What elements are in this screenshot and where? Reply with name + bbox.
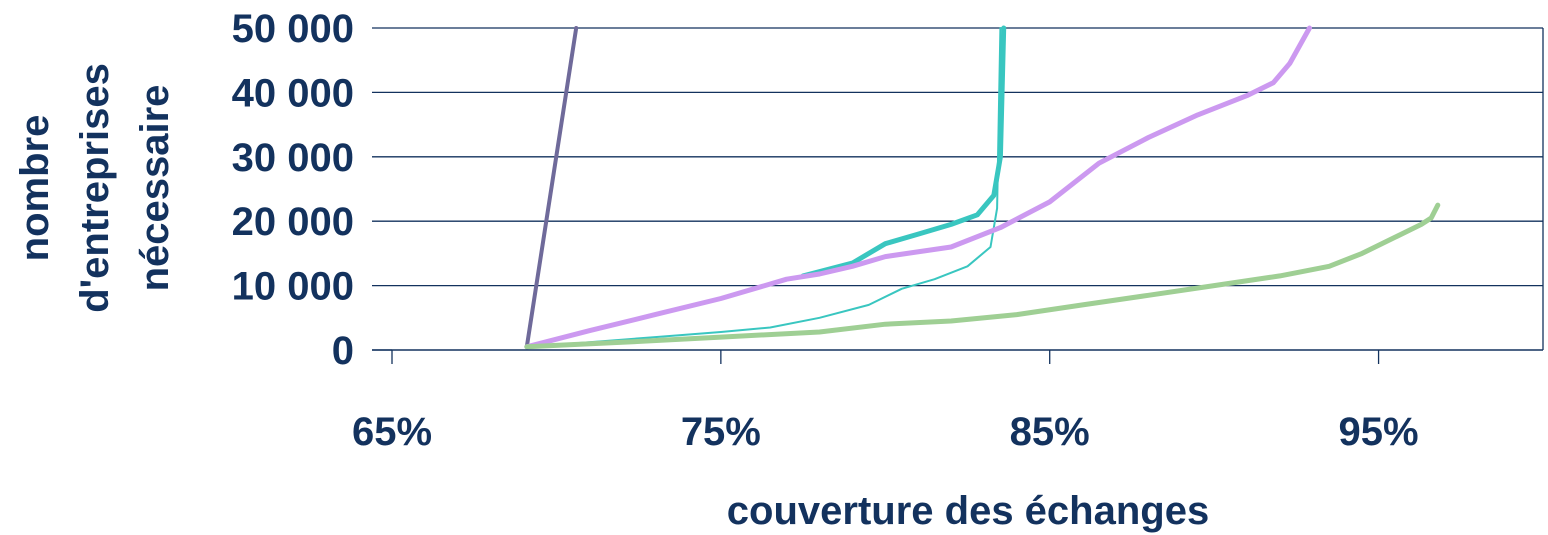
x-tick-label: 75% (681, 410, 761, 454)
x-axis-title: couverture des échanges (727, 489, 1209, 533)
x-tick-label: 85% (1010, 410, 1090, 454)
series-lines (524, 25, 1441, 350)
y-tick-label: 40 000 (232, 71, 354, 115)
series-line-1 (524, 26, 579, 349)
x-tick-labels: 65% 75% 85% 95% (352, 410, 1419, 454)
x-tick-label: 95% (1339, 410, 1419, 454)
x-tick-label: 65% (352, 410, 432, 454)
y-tick-label: 0 (332, 329, 354, 373)
y-tick-label: 20 000 (232, 200, 354, 244)
series-line-4 (524, 25, 1312, 350)
y-axis-title: nombre d'entreprises nécessaire (13, 63, 177, 313)
y-tick-labels: 0 10 000 20 000 30 000 40 000 50 000 (232, 7, 354, 373)
y-tick-label: 30 000 (232, 136, 354, 180)
y-tick-label: 10 000 (232, 265, 354, 309)
series-line-2 (525, 27, 1002, 348)
y-axis-title-line-3: nécessaire (133, 85, 177, 292)
y-tick-label: 50 000 (232, 7, 354, 51)
y-axis-title-line-1: nombre (13, 115, 57, 262)
series-line-5 (524, 202, 1441, 350)
series-line-3 (800, 25, 1007, 279)
y-axis-title-line-2: d'entreprises (73, 63, 117, 313)
grid-lines (392, 27, 1544, 350)
axes (372, 27, 1543, 364)
